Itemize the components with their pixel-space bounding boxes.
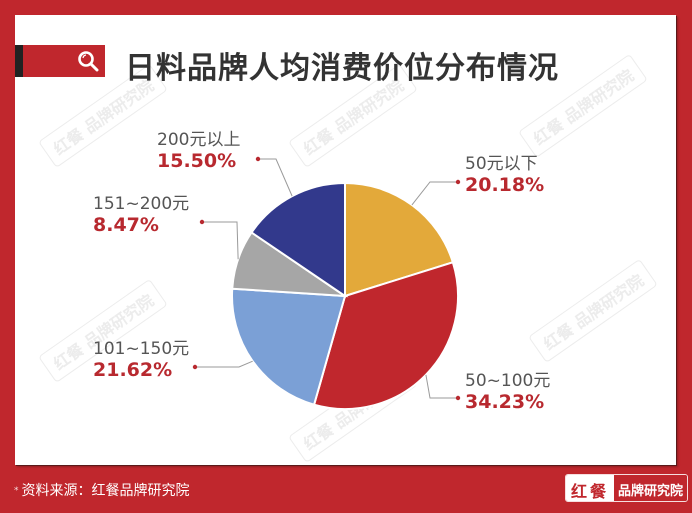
- leader-dot: [455, 179, 461, 185]
- label-category: 200元以上: [157, 130, 241, 150]
- leader-dot: [192, 364, 198, 370]
- leader-line: [258, 158, 293, 197]
- label-percent: 34.23%: [465, 390, 545, 413]
- source-note: * 资料来源：红餐品牌研究院: [14, 480, 190, 500]
- label-percent: 8.47%: [93, 213, 159, 236]
- leader-dot: [199, 219, 205, 225]
- title-accent-bar: [15, 45, 105, 77]
- label-under-50: 50元以下 20.18%: [465, 154, 545, 196]
- label-101-150: 101~150元 21.62%: [93, 339, 190, 381]
- leader-dot: [455, 395, 461, 401]
- leader-dot: [255, 156, 261, 162]
- search-icon: [78, 51, 99, 72]
- label-category: 50元以下: [465, 154, 538, 174]
- pie-chart: [192, 156, 461, 410]
- leader-line: [425, 374, 458, 399]
- brand-logo: 红餐 品牌研究院: [565, 474, 689, 502]
- pie-slices: [231, 181, 459, 410]
- label-50-100: 50~100元 34.23%: [465, 371, 551, 413]
- leader-line: [411, 181, 458, 206]
- chart-panel: 红餐 品牌研究院 红餐 品牌研究院 红餐 品牌研究院 红餐 品牌研究院 红餐 品…: [15, 15, 676, 465]
- leader-line: [195, 360, 253, 368]
- label-151-200: 151~200元 8.47%: [93, 194, 190, 236]
- pie-slice: [344, 181, 455, 298]
- leader-lines: [192, 156, 461, 401]
- label-category: 101~150元: [93, 339, 190, 359]
- pie-slice: [250, 181, 346, 298]
- label-percent: 15.50%: [157, 149, 237, 172]
- label-category: 50~100元: [465, 371, 551, 391]
- label-category: 151~200元: [93, 194, 190, 214]
- label-percent: 21.62%: [93, 358, 173, 381]
- pie-slice: [231, 287, 347, 406]
- label-percent: 20.18%: [465, 173, 545, 196]
- leader-line: [202, 221, 239, 260]
- chart-title: 日料品牌人均消费价位分布情况: [125, 51, 559, 86]
- label-over-200: 200元以上 15.50%: [157, 130, 241, 172]
- asterisk-icon: *: [14, 486, 19, 496]
- source-text: 资料来源：红餐品牌研究院: [21, 483, 190, 499]
- brand-logo-text: 品牌研究院: [614, 475, 688, 501]
- brand-logo-mark: 红餐: [566, 475, 615, 501]
